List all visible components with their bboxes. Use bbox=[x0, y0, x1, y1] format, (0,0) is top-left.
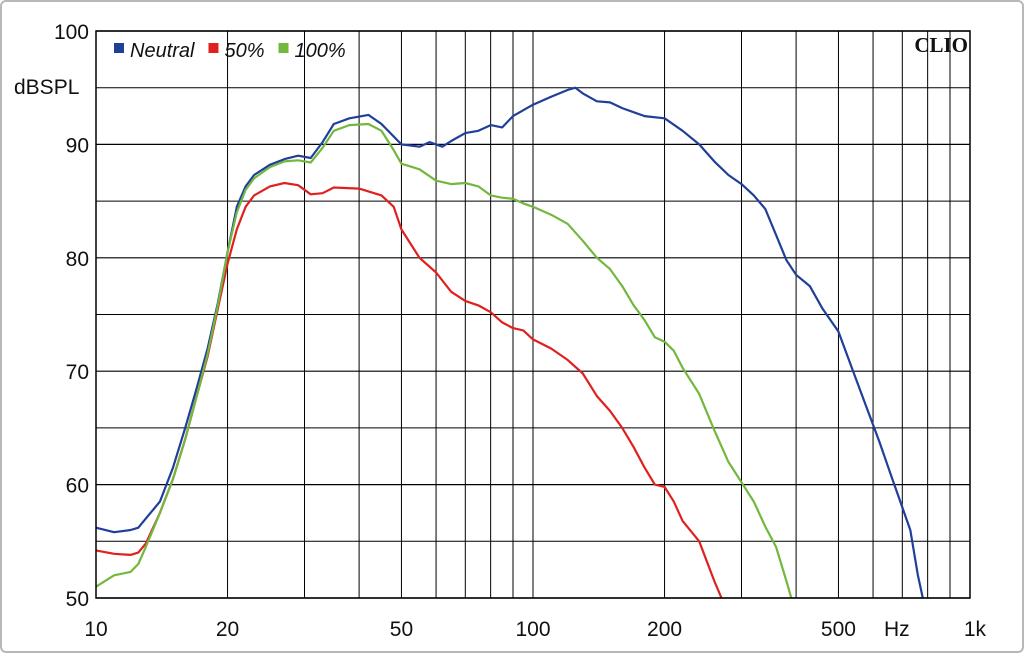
legend-label-100pct: 100% bbox=[295, 40, 346, 62]
y-tick-labels: 100 90 80 70 60 50 bbox=[54, 21, 89, 611]
x-tick-label-50: 50 bbox=[390, 618, 413, 641]
grid-minor bbox=[95, 31, 971, 598]
legend-swatch-neutral bbox=[114, 43, 124, 53]
series-line-50pct bbox=[95, 181, 723, 599]
x-tick-labels: 10 20 50 100 200 500 1k bbox=[84, 618, 986, 641]
series-line-neutral bbox=[95, 86, 924, 599]
x-tick-label-200: 200 bbox=[647, 618, 682, 641]
y-tick-label-50: 50 bbox=[66, 588, 89, 611]
y-tick-label-100: 100 bbox=[54, 21, 89, 44]
y-tick-label-80: 80 bbox=[66, 248, 89, 271]
x-tick-label-1k: 1k bbox=[964, 618, 987, 641]
x-tick-label-500: 500 bbox=[821, 618, 856, 641]
x-axis-unit-label: Hz bbox=[884, 618, 910, 641]
y-tick-label-90: 90 bbox=[66, 134, 89, 157]
legend-label-neutral: Neutral bbox=[130, 40, 195, 62]
legend-label-50pct: 50% bbox=[224, 40, 264, 62]
y-tick-label-70: 70 bbox=[66, 361, 89, 384]
series-line-100pct bbox=[95, 122, 793, 599]
x-tick-label-20: 20 bbox=[216, 618, 239, 641]
x-tick-label-100: 100 bbox=[515, 618, 550, 641]
plot-border bbox=[95, 30, 971, 599]
legend-swatch-50pct bbox=[208, 43, 219, 53]
legend-swatch-100pct bbox=[278, 43, 289, 53]
y-tick-label-60: 60 bbox=[66, 475, 89, 498]
x-tick-label-10: 10 bbox=[84, 618, 107, 641]
clio-brand-label: CLIO bbox=[914, 33, 968, 57]
series-lines bbox=[95, 86, 924, 599]
legend: Neutral 50% 100% bbox=[114, 40, 346, 62]
y-axis-label: dBSPL bbox=[14, 76, 79, 99]
